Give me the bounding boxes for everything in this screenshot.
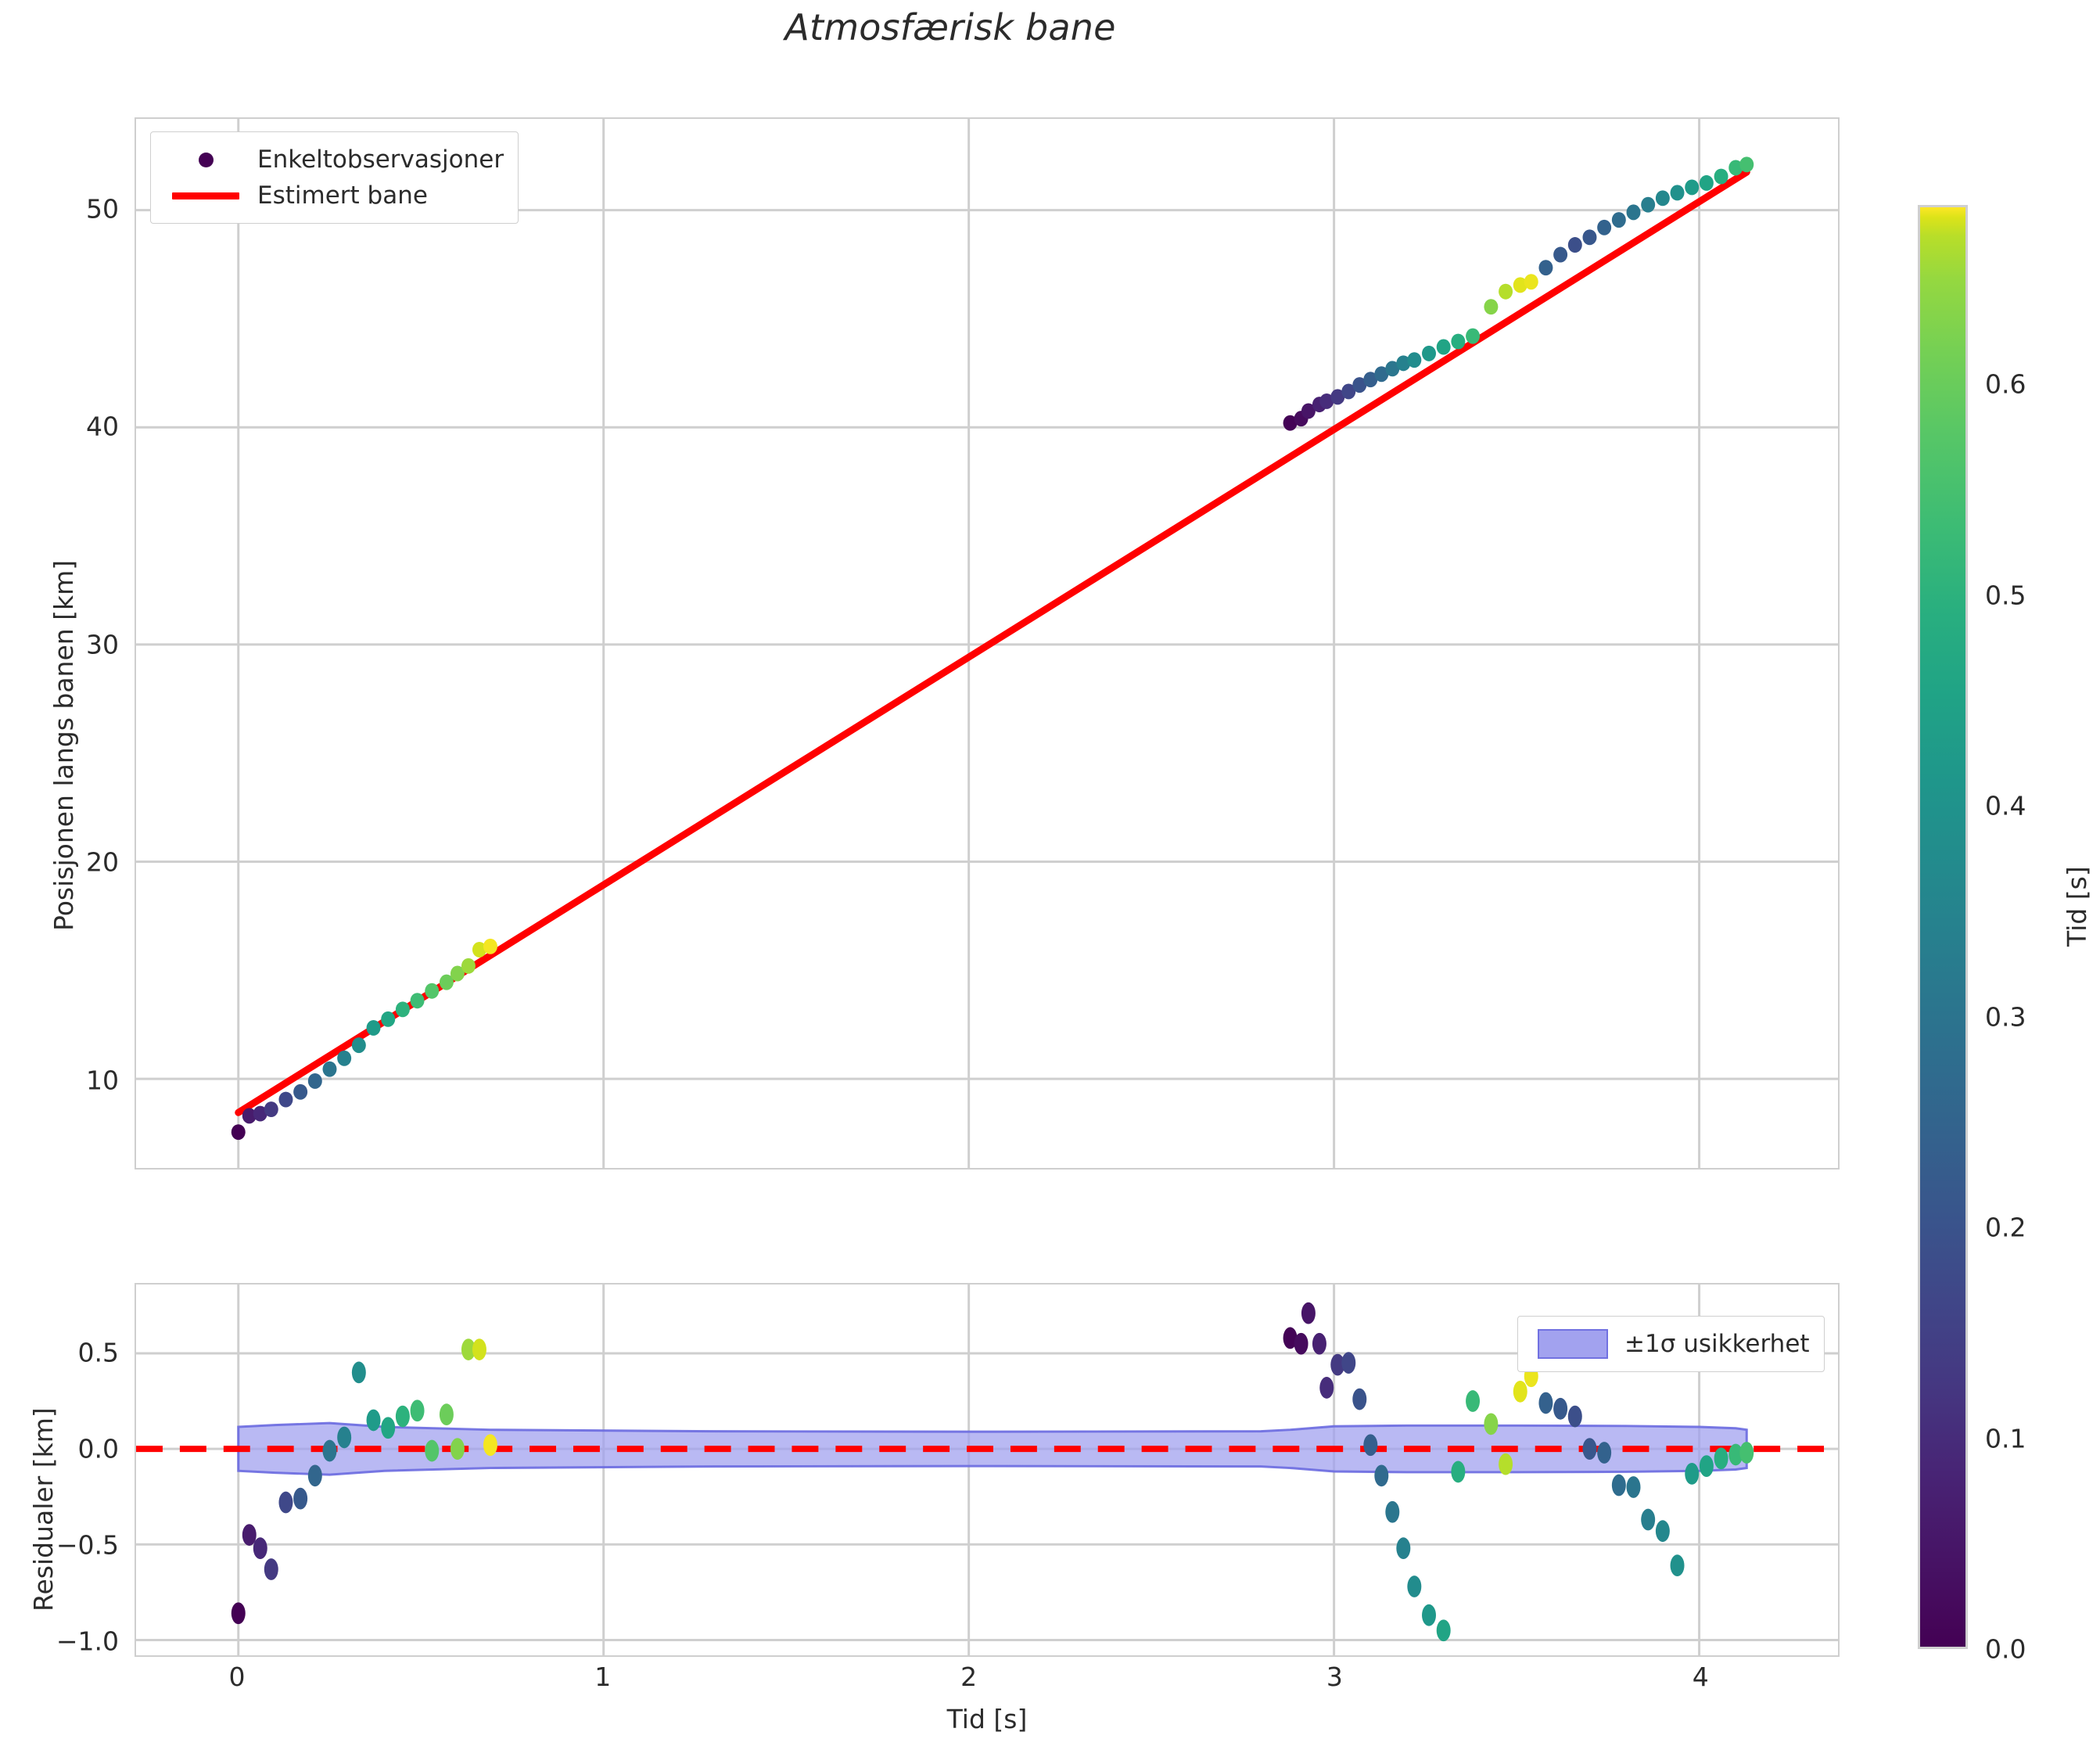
legend-item-uncertainty: ±1σ usikkerhet	[1529, 1326, 1810, 1362]
main-plot-legend: Enkeltobservasjoner Estimert bane	[150, 131, 519, 224]
main-plot-axes	[135, 117, 1840, 1170]
line-swatch-icon	[162, 192, 249, 199]
x-axis-tick: 3	[1326, 1662, 1343, 1692]
y-axis-tick: −0.5	[56, 1529, 119, 1561]
x-axis-tick: 2	[960, 1662, 978, 1692]
legend-label-observations: Enkeltobservasjoner	[257, 146, 504, 174]
colorbar-tick: 0.4	[1985, 790, 2026, 821]
colorbar-tick: 0.6	[1985, 368, 2026, 400]
y-axis-tick: 10	[86, 1065, 119, 1096]
colorbar: 0.0 0.1 0.2 0.3 0.4 0.5 0.6	[1918, 205, 2026, 1665]
main-plot-canvas	[136, 119, 1838, 1168]
y-axis-tick: 20	[86, 846, 119, 878]
colorbar-tick: 0.5	[1985, 580, 2026, 611]
scatter-dot-icon	[162, 152, 249, 167]
page-title: Atmosfærisk bane	[784, 6, 1116, 49]
x-axis-label: Tid [s]	[946, 1704, 1028, 1734]
colorbar-tick: 0.3	[1985, 1001, 2026, 1033]
legend-label-uncertainty: ±1σ usikkerhet	[1624, 1330, 1810, 1358]
residual-plot-legend: ±1σ usikkerhet	[1517, 1316, 1825, 1372]
colorbar-tick: 0.1	[1985, 1423, 2026, 1453]
y-axis-tick: 30	[86, 629, 119, 660]
y-axis-tick: 0.5	[77, 1337, 119, 1368]
band-swatch-icon	[1529, 1329, 1617, 1359]
colorbar-tick: 0.0	[1985, 1633, 2026, 1665]
colorbar-label: Tid [s]	[2062, 866, 2092, 947]
legend-label-fit-line: Estimert bane	[257, 181, 428, 210]
x-axis-tick: 4	[1692, 1662, 1709, 1692]
residual-plot-canvas	[136, 1285, 1838, 1655]
y-axis-tick: −1.0	[56, 1626, 119, 1657]
y-axis-tick: 40	[86, 411, 119, 442]
y-axis-tick: 50	[86, 193, 119, 225]
colorbar-tick: 0.2	[1985, 1212, 2026, 1243]
legend-item-observations: Enkeltobservasjoner	[162, 142, 504, 178]
y-axis-tick: 0.0	[77, 1433, 119, 1464]
x-axis-tick: 1	[594, 1662, 612, 1692]
colorbar-gradient	[1918, 205, 1968, 1649]
legend-item-fit-line: Estimert bane	[162, 178, 504, 214]
x-axis-tick: 0	[228, 1662, 246, 1692]
